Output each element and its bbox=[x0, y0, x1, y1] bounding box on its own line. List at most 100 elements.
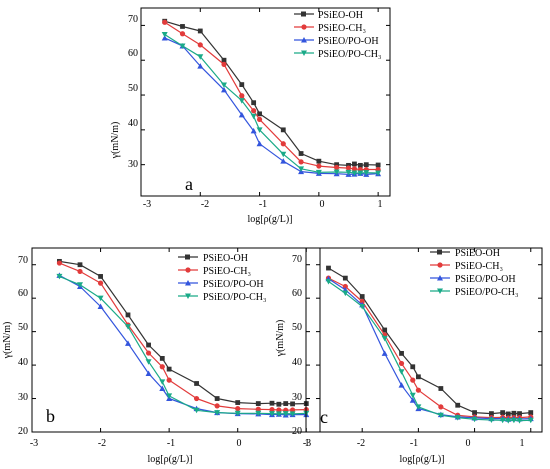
y-axis-label: γ(mN/m) bbox=[275, 320, 286, 358]
data-point bbox=[193, 395, 200, 402]
data-point bbox=[238, 98, 245, 104]
data-point bbox=[145, 359, 152, 365]
legend-marker-psieo-po-oh bbox=[437, 275, 443, 281]
y-tick-label: 60 bbox=[18, 288, 28, 299]
data-point bbox=[517, 411, 522, 416]
x-tick-labels: -3 -2 -1 0 1 bbox=[143, 199, 383, 210]
data-point bbox=[276, 401, 282, 407]
data-point bbox=[455, 402, 461, 408]
data-point bbox=[357, 170, 364, 177]
data-point bbox=[315, 169, 322, 176]
plot-area bbox=[31, 247, 321, 433]
data-point bbox=[251, 100, 257, 106]
data-point bbox=[166, 366, 172, 372]
series-line bbox=[328, 278, 531, 420]
data-point bbox=[283, 401, 289, 406]
data-point bbox=[500, 410, 506, 415]
data-point bbox=[255, 401, 261, 406]
series-line bbox=[164, 20, 379, 166]
y-tick-labels: 30 40 50 60 70 bbox=[128, 14, 138, 170]
series-psieo-ch3 bbox=[162, 19, 381, 173]
legend-label: PSiEO/PO-OH bbox=[455, 274, 516, 285]
data-point bbox=[235, 405, 241, 412]
legend-label: PSiEO-OH bbox=[455, 248, 500, 259]
data-point bbox=[77, 282, 83, 288]
data-point bbox=[282, 411, 289, 417]
x-tick-label: 0 bbox=[237, 438, 242, 449]
legend: PSiEO-OH PSiEO-CH₃ PSiEO/PO-OH PSiEO/PO-… bbox=[294, 10, 382, 60]
data-point bbox=[159, 385, 166, 392]
x-axis-label: log[ρ(g/L)] bbox=[248, 214, 293, 225]
legend-label: PSiEO/PO-OH bbox=[203, 279, 264, 290]
data-point bbox=[221, 82, 227, 88]
data-point bbox=[471, 416, 478, 423]
x-tick-label: -3 bbox=[143, 199, 151, 210]
legend-marker-psieo-oh bbox=[185, 254, 190, 260]
series-line bbox=[59, 262, 307, 411]
y-tick-label: 70 bbox=[128, 14, 138, 25]
x-tick-label: -3 bbox=[30, 438, 38, 449]
data-point bbox=[415, 404, 422, 410]
data-point bbox=[269, 411, 275, 417]
data-point bbox=[527, 417, 534, 424]
legend-marker-psieo-ch3 bbox=[301, 24, 307, 30]
data-point bbox=[257, 111, 262, 117]
series-line bbox=[164, 21, 379, 171]
data-point bbox=[346, 162, 351, 168]
series-psieo-oh bbox=[326, 265, 534, 417]
series-psieo-po-oh bbox=[161, 34, 382, 177]
data-point bbox=[351, 170, 358, 177]
legend-label: PSiEO/PO-OH bbox=[318, 36, 379, 47]
data-point bbox=[194, 381, 199, 386]
data-point bbox=[298, 166, 305, 172]
y-tick-label: 20 bbox=[292, 426, 302, 437]
data-point bbox=[334, 162, 340, 168]
data-point bbox=[351, 166, 358, 172]
x-tick-label: -3 bbox=[303, 438, 311, 449]
data-point bbox=[221, 86, 227, 93]
y-axis-label: γ(mN/m) bbox=[110, 122, 121, 160]
data-point bbox=[438, 386, 444, 391]
data-point bbox=[250, 113, 257, 120]
legend-marker-psieo-po-ch3 bbox=[301, 50, 307, 56]
data-point bbox=[239, 93, 245, 99]
data-point bbox=[342, 275, 348, 281]
data-point bbox=[359, 304, 366, 310]
x-tick-label: 0 bbox=[466, 438, 471, 449]
chart-panel-a: γ(mN/m) 30 40 50 60 70 -3 -2 -1 0 1 log[… bbox=[110, 7, 391, 225]
series-psieo-oh bbox=[57, 258, 309, 407]
x-tick-labels: -3 -2 -1 0 1 bbox=[30, 438, 310, 449]
legend-marker-psieo-po-ch3 bbox=[185, 293, 191, 299]
data-point bbox=[505, 411, 511, 417]
data-point bbox=[528, 410, 534, 415]
x-axis-label: log[ρ(g/L)] bbox=[400, 454, 445, 465]
data-point bbox=[256, 140, 263, 147]
data-point bbox=[363, 162, 369, 168]
data-point bbox=[159, 364, 165, 370]
data-point bbox=[269, 406, 275, 413]
legend-label: PSiEO/PO-CH₃ bbox=[455, 287, 519, 298]
legend-label: PSiEO-CH₃ bbox=[203, 266, 251, 277]
series-line bbox=[164, 37, 379, 175]
legend-label: PSiEO-CH₃ bbox=[455, 261, 503, 272]
series-psieo-po-ch3 bbox=[161, 31, 382, 177]
plot-area bbox=[140, 7, 391, 197]
data-point bbox=[334, 164, 340, 171]
data-point bbox=[363, 170, 370, 176]
data-point bbox=[415, 374, 421, 380]
legend-marker-psieo-po-ch3 bbox=[437, 288, 443, 294]
x-tick-label: 1 bbox=[378, 199, 383, 210]
data-point bbox=[145, 350, 152, 356]
data-point bbox=[146, 342, 151, 348]
data-point bbox=[298, 151, 304, 156]
data-point bbox=[381, 350, 388, 356]
x-tick-labels: -3 -2 -1 0 1 bbox=[303, 438, 525, 449]
x-tick-label: -2 bbox=[201, 199, 209, 210]
data-point bbox=[357, 162, 363, 168]
x-tick-label: 1 bbox=[520, 438, 525, 449]
data-point bbox=[161, 34, 168, 41]
data-point bbox=[399, 350, 404, 356]
legend-label: PSiEO-CH₃ bbox=[318, 23, 366, 34]
x-tick-label: 0 bbox=[320, 199, 325, 210]
x-tick-label: -1 bbox=[259, 199, 267, 210]
